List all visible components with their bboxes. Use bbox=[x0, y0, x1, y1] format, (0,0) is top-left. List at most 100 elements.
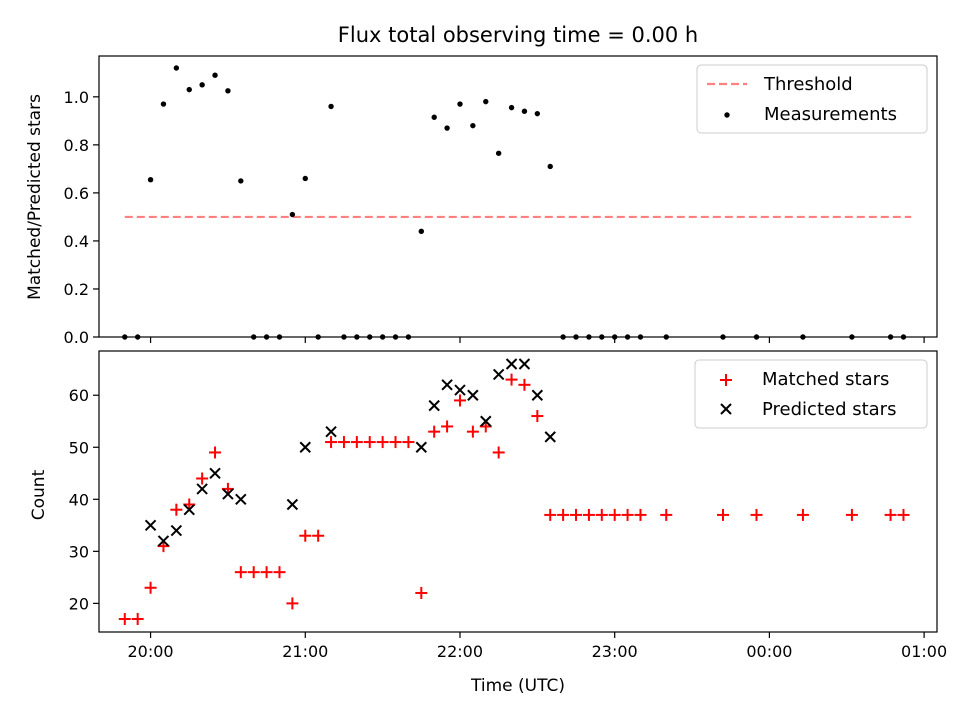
predicted-stars-point bbox=[183, 504, 195, 516]
y-axis-label-bottom: Count bbox=[29, 469, 49, 520]
predicted-stars-point bbox=[196, 483, 208, 495]
matched-stars-point bbox=[260, 566, 273, 579]
y-tick-label-bottom: 60 bbox=[69, 386, 89, 405]
matched-stars-point bbox=[750, 508, 763, 521]
matched-stars-point bbox=[796, 508, 809, 521]
chart-title: Flux total observing time = 0.00 h bbox=[338, 23, 698, 47]
measurement-point bbox=[444, 125, 450, 131]
legend-bottom: Matched stars Predicted stars bbox=[694, 359, 928, 429]
panel-ratio-frame bbox=[98, 55, 938, 338]
measurement-point bbox=[431, 114, 437, 120]
matched-stars-point bbox=[845, 508, 858, 521]
legend-predicted-swatch bbox=[720, 403, 732, 415]
matched-stars-point bbox=[286, 597, 299, 610]
predicted-stars-point bbox=[467, 389, 479, 401]
y-tick-label-top: 0.2 bbox=[64, 280, 89, 299]
matched-stars-point bbox=[415, 586, 428, 599]
legend-top: Threshold Measurements bbox=[696, 64, 928, 134]
measurement-point bbox=[470, 122, 476, 129]
measurement-point bbox=[483, 98, 489, 105]
y-tick-label-top: 0.8 bbox=[64, 136, 89, 155]
legend-matched-label: Matched stars bbox=[762, 369, 889, 390]
matched-stars-point bbox=[196, 472, 209, 485]
matched-stars-point bbox=[337, 436, 350, 449]
matched-stars-point bbox=[544, 508, 557, 521]
predicted-stars-point bbox=[144, 519, 157, 532]
matched-stars-point bbox=[376, 436, 389, 449]
matched-stars-point bbox=[570, 508, 583, 521]
matched-stars-point bbox=[234, 566, 247, 579]
predicted-stars-point bbox=[441, 379, 453, 391]
measurement-point bbox=[289, 211, 296, 218]
x-tick-label: 00:00 bbox=[746, 642, 792, 661]
matched-stars-point bbox=[389, 436, 402, 449]
y-tick-label-top: 0.4 bbox=[64, 232, 89, 251]
matched-stars-point bbox=[118, 612, 131, 625]
measurement-point bbox=[212, 72, 218, 78]
panel-ratio: Matched/Predicted stars 0.0 0.2 0.4 0.6 0.8 1… bbox=[25, 55, 938, 347]
legend-predicted-label: Predicted stars bbox=[762, 399, 896, 420]
matched-stars-point bbox=[350, 436, 363, 449]
predicted-stars-point bbox=[518, 358, 531, 370]
y-tick-label-bottom: 50 bbox=[69, 438, 89, 457]
y-tick-label-top: 0.6 bbox=[64, 184, 89, 203]
measurement-point bbox=[328, 103, 334, 110]
matched-stars-point bbox=[884, 508, 897, 521]
predicted-stars-point bbox=[157, 535, 170, 547]
matched-stars-point bbox=[453, 394, 466, 407]
predicted-stars-point bbox=[170, 524, 183, 537]
measurement-point bbox=[199, 82, 205, 88]
matched-stars-point bbox=[660, 508, 673, 521]
matched-stars-point bbox=[299, 529, 312, 542]
matched-stars-point bbox=[595, 508, 608, 521]
y-tick-label-top: 1.0 bbox=[64, 88, 89, 107]
measurement-point bbox=[457, 101, 463, 107]
measurement-point bbox=[238, 178, 244, 184]
measurement-point bbox=[302, 175, 308, 182]
panel-counts: Count 20 30 40 50 60 20:00 21:00 22:00 23:00 00:0… bbox=[29, 350, 947, 661]
legend-measurements-swatch bbox=[724, 112, 730, 118]
predicted-stars-point bbox=[428, 399, 440, 412]
panel-counts-frame bbox=[98, 350, 938, 633]
measurement-point bbox=[225, 88, 231, 94]
predicted-stars-point bbox=[492, 368, 505, 381]
predicted-stars-point bbox=[299, 441, 311, 453]
x-tick-label: 20:00 bbox=[128, 642, 174, 661]
legend-measurements-label: Measurements bbox=[764, 104, 897, 125]
matched-stars-point bbox=[247, 566, 260, 579]
matched-stars-point bbox=[441, 420, 454, 433]
predicted-stars-point bbox=[480, 415, 492, 427]
predicted-stars-point bbox=[286, 498, 299, 511]
matched-stars-point bbox=[466, 425, 479, 438]
matched-stars-point bbox=[170, 503, 183, 516]
legend-matched-swatch bbox=[720, 374, 732, 386]
matched-stars-point bbox=[531, 410, 544, 423]
predicted-stars-point bbox=[222, 488, 234, 500]
matched-stars-point bbox=[557, 508, 570, 521]
matched-stars-point bbox=[428, 425, 441, 438]
predicted-stars-point bbox=[531, 389, 544, 401]
matched-stars-point bbox=[608, 508, 621, 521]
measurement-point bbox=[508, 104, 515, 111]
measurement-point bbox=[534, 110, 541, 117]
predicted-stars-point bbox=[505, 358, 518, 370]
y-tick-label-bottom: 30 bbox=[69, 542, 89, 561]
matched-stars-point bbox=[325, 436, 338, 449]
measurement-point bbox=[147, 176, 154, 183]
y-tick-label-top: 0.0 bbox=[64, 328, 89, 347]
predicted-stars-point bbox=[415, 441, 428, 453]
predicted-stars-point bbox=[544, 431, 556, 443]
legend-threshold-label: Threshold bbox=[763, 74, 853, 95]
predicted-stars-point bbox=[325, 425, 337, 438]
x-tick-label: 01:00 bbox=[901, 642, 947, 661]
x-tick-label: 22:00 bbox=[437, 642, 483, 661]
measurement-point bbox=[186, 86, 192, 93]
predicted-stars-point bbox=[235, 493, 247, 506]
matched-stars-point bbox=[897, 508, 910, 521]
predicted-stars-point bbox=[454, 384, 466, 396]
matched-stars-point bbox=[312, 529, 325, 542]
matched-stars-point bbox=[634, 508, 647, 521]
measurement-point bbox=[173, 65, 180, 71]
measurement-point bbox=[521, 108, 528, 114]
predicted-stars-point bbox=[209, 467, 221, 479]
